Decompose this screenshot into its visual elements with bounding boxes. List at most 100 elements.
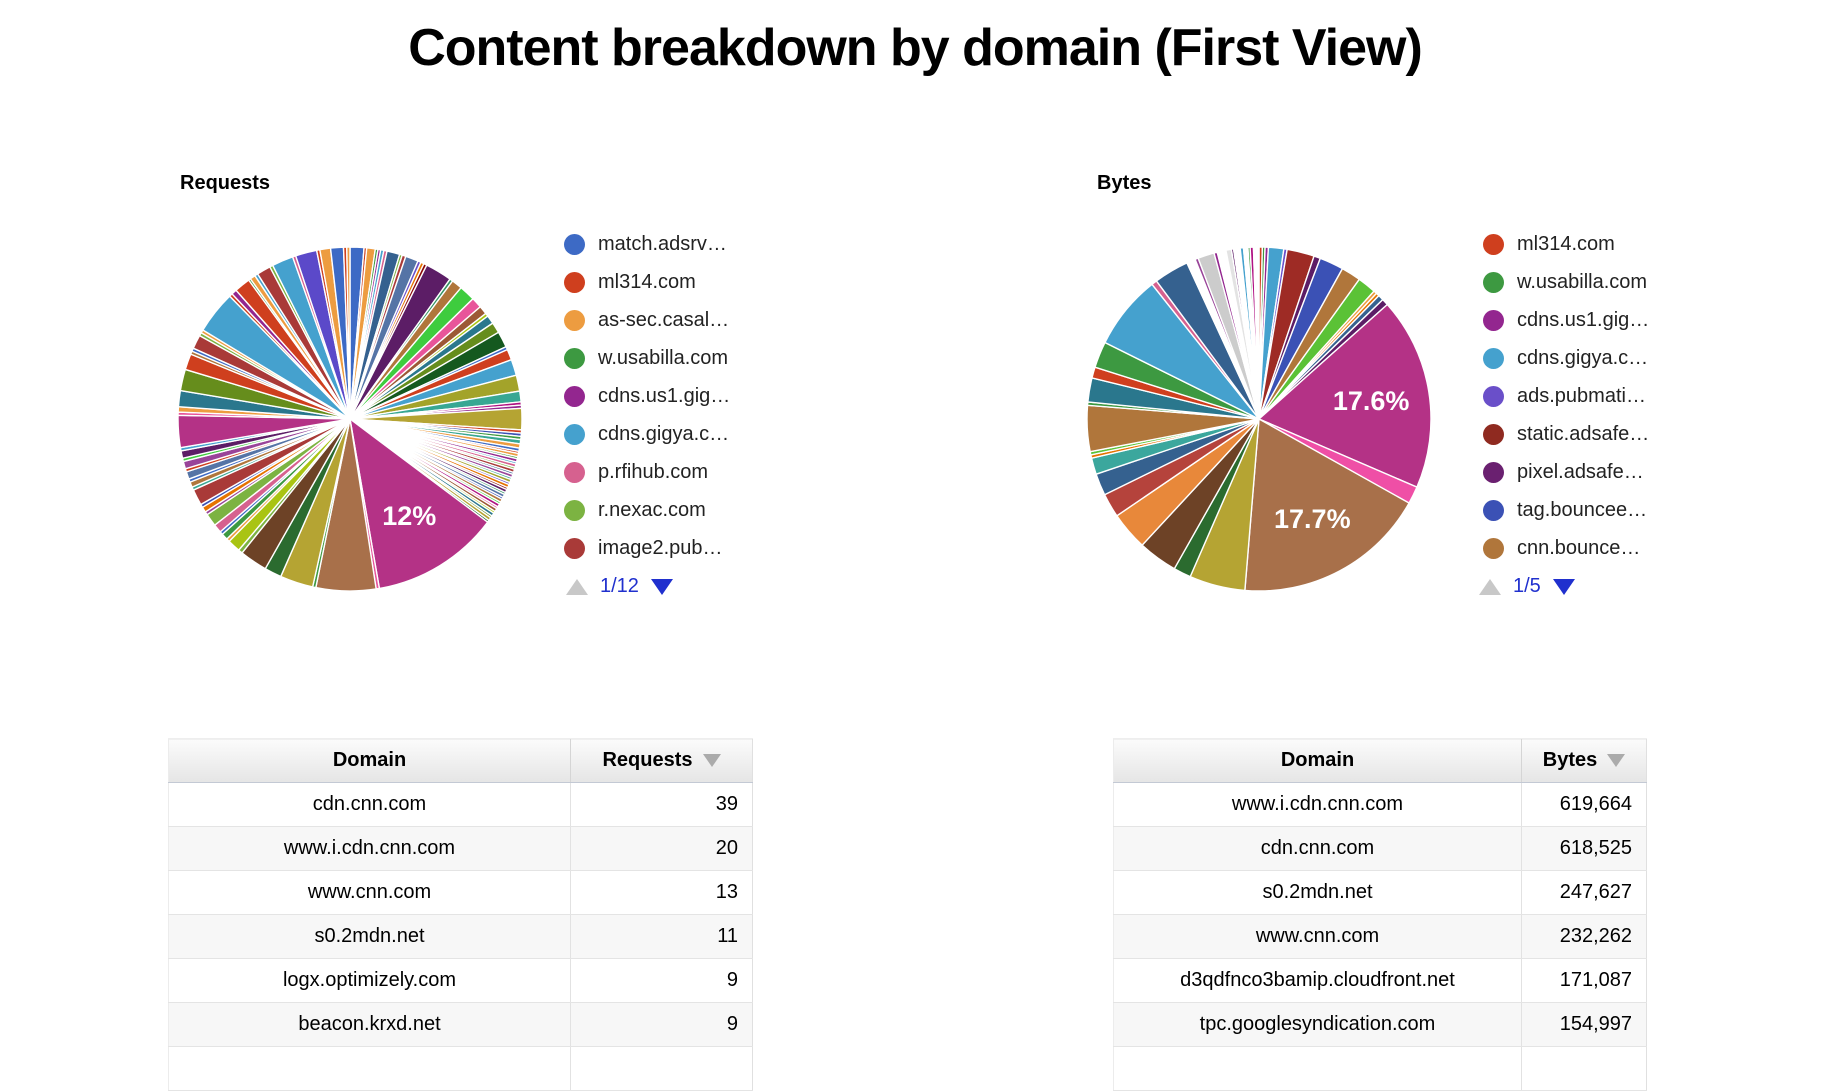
table-row: www.cnn.com 232,262 — [1113, 914, 1647, 959]
table-row: logx.optimizely.com 9 — [168, 958, 753, 1003]
requests-table: Domain Requests cdn.cnn.com 39 www.i.cdn.c… — [168, 738, 753, 1091]
domain-cell: cdn.cnn.com — [168, 782, 571, 827]
domain-cell — [168, 1046, 571, 1091]
table-row: www.i.cdn.cnn.com 20 — [168, 826, 753, 871]
legend-label: cdns.gigya.c… — [1517, 346, 1649, 369]
pie-slice[interactable] — [1244, 417, 1411, 592]
legend-pagination: 1/12 — [566, 575, 779, 598]
legend-page-down-icon[interactable] — [650, 578, 673, 595]
legend-page-indicator: 1/5 — [1513, 575, 1541, 597]
legend-page-indicator: 1/12 — [600, 575, 639, 597]
legend-item[interactable]: w.usabilla.com — [1483, 263, 1698, 301]
value-cell: 9 — [570, 958, 753, 1003]
legend-item[interactable]: cnn.bounce… — [1483, 529, 1698, 567]
requests-legend: match.adsrv… ml314.com as-sec.casal… w.usab… — [564, 225, 779, 567]
legend-item[interactable]: tag.bouncee… — [1483, 491, 1698, 529]
table-row: d3qdfnco3bamip.cloudfront.net 171,087 — [1113, 958, 1647, 1003]
legend-label: tag.bouncee… — [1517, 498, 1648, 521]
legend-label: ml314.com — [1517, 232, 1615, 255]
requests-pie-chart[interactable]: 12% — [170, 239, 530, 599]
pie-percent-label: 17.7% — [1274, 504, 1351, 534]
value-cell: 232,262 — [1521, 914, 1647, 959]
domain-cell: www.cnn.com — [168, 870, 571, 915]
bytes-pie-chart[interactable]: 17.6% 17.7% — [1079, 239, 1439, 599]
legend-item[interactable]: cdns.gigya.c… — [564, 415, 779, 453]
domain-column-header[interactable]: Domain — [168, 738, 571, 783]
legend-item[interactable]: ml314.com — [1483, 225, 1698, 263]
legend-label: as-sec.casal… — [598, 308, 730, 331]
legend-swatch-icon — [1483, 423, 1504, 445]
legend-swatch-icon — [1483, 537, 1504, 559]
legend-item[interactable]: w.usabilla.com — [564, 339, 779, 377]
legend-swatch-icon — [564, 233, 585, 255]
legend-item[interactable]: r.nexac.com — [564, 491, 779, 529]
legend-swatch-icon — [564, 309, 585, 331]
sort-desc-icon — [1607, 754, 1626, 768]
legend-item[interactable]: as-sec.casal… — [564, 301, 779, 339]
domain-column-header[interactable]: Domain — [1113, 738, 1522, 783]
legend-item[interactable]: image2.pub… — [564, 529, 779, 567]
domain-cell: www.i.cdn.cnn.com — [168, 826, 571, 871]
legend-pagination: 1/5 — [1479, 575, 1698, 598]
value-cell: 247,627 — [1521, 870, 1647, 915]
legend-swatch-icon — [1483, 271, 1504, 293]
bytes-legend: ml314.com w.usabilla.com cdns.us1.gig… cdns… — [1483, 225, 1698, 567]
table-row: www.cnn.com 13 — [168, 870, 753, 915]
value-cell: 20 — [570, 826, 753, 871]
requests-column-header[interactable]: Requests — [570, 738, 753, 783]
bytes-chart-block: Bytes 17.6% 17.7% ml314.com w.usabilla.com… — [1079, 172, 1739, 599]
legend-swatch-icon — [564, 385, 585, 407]
domain-cell: cdn.cnn.com — [1113, 826, 1522, 871]
legend-label: image2.pub… — [598, 536, 723, 559]
legend-item[interactable]: match.adsrv… — [564, 225, 779, 263]
pie-slice[interactable] — [346, 246, 351, 420]
domain-cell: s0.2mdn.net — [1113, 870, 1522, 915]
legend-label: ml314.com — [598, 270, 696, 293]
value-cell: 154,997 — [1521, 1002, 1647, 1047]
domain-cell: tpc.googlesyndication.com — [1113, 1002, 1522, 1047]
table-row: cdn.cnn.com 39 — [168, 782, 753, 827]
pie-slice[interactable] — [1257, 303, 1432, 489]
table-header-row: Domain Requests — [168, 738, 753, 783]
tables-row: Domain Requests cdn.cnn.com 39 www.i.cdn.c… — [0, 738, 1830, 1091]
legend-swatch-icon — [564, 537, 585, 559]
legend-item[interactable]: ml314.com — [564, 263, 779, 301]
table-header-row: Domain Bytes — [1113, 738, 1647, 783]
legend-label: w.usabilla.com — [598, 346, 729, 369]
legend-item[interactable]: cdns.gigya.c… — [1483, 339, 1698, 377]
bytes-column-header-label: Bytes — [1542, 749, 1598, 771]
domain-cell: www.cnn.com — [1113, 914, 1522, 959]
legend-item[interactable]: ads.pubmati… — [1483, 377, 1698, 415]
pie-slice[interactable] — [1252, 246, 1260, 420]
legend-label: cnn.bounce… — [1517, 536, 1641, 559]
page-title: Content breakdown by domain (First View) — [408, 19, 1423, 77]
sort-desc-icon — [702, 754, 721, 768]
pie-slice[interactable] — [349, 417, 489, 590]
bytes-table-body: www.i.cdn.cnn.com 619,664 cdn.cnn.com 618,5… — [1113, 782, 1647, 1091]
value-cell: 9 — [570, 1002, 753, 1047]
legend-label: p.rfihub.com — [598, 460, 709, 483]
value-cell: 618,525 — [1521, 826, 1647, 871]
legend-page-up-icon — [1479, 578, 1501, 595]
requests-chart-label: Requests — [180, 172, 271, 194]
legend-item[interactable]: p.rfihub.com — [564, 453, 779, 491]
legend-swatch-icon — [1483, 309, 1504, 331]
legend-item[interactable]: pixel.adsafe… — [1483, 453, 1698, 491]
legend-swatch-icon — [1483, 233, 1504, 255]
legend-label: static.adsafe… — [1517, 422, 1650, 445]
table-row: cdn.cnn.com 618,525 — [1113, 826, 1647, 871]
legend-item[interactable]: static.adsafe… — [1483, 415, 1698, 453]
legend-page-down-icon[interactable] — [1552, 578, 1575, 595]
legend-item[interactable]: cdns.us1.gig… — [1483, 301, 1698, 339]
legend-swatch-icon — [564, 423, 585, 445]
domain-cell — [1113, 1046, 1522, 1091]
legend-label: r.nexac.com — [598, 498, 706, 521]
bytes-column-header[interactable]: Bytes — [1521, 738, 1647, 783]
legend-label: cdns.us1.gig… — [598, 384, 731, 407]
value-cell: 13 — [570, 870, 753, 915]
legend-item[interactable]: cdns.us1.gig… — [564, 377, 779, 415]
table-row-partial — [1113, 1046, 1647, 1091]
requests-chart-block: Requests 12% match.adsrv… ml314.com as-sec… — [170, 172, 810, 599]
table-row: s0.2mdn.net 247,627 — [1113, 870, 1647, 915]
domain-cell: logx.optimizely.com — [168, 958, 571, 1003]
